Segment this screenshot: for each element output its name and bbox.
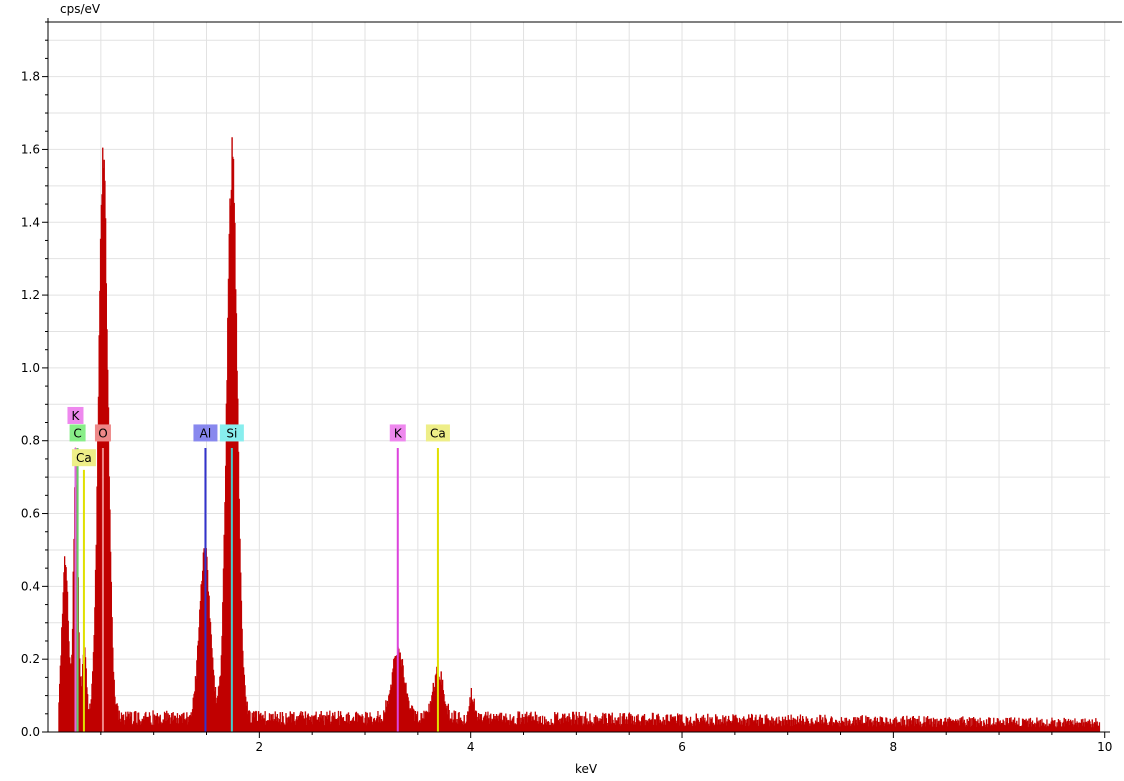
element-label-box <box>67 406 84 424</box>
x-tick-label: 4 <box>467 740 475 754</box>
element-label-text: Si <box>226 426 237 440</box>
element-label-text: Ca <box>76 451 92 465</box>
element-label-ca: Ca <box>425 424 450 442</box>
y-tick-label: 0.6 <box>21 507 40 521</box>
element-label-box <box>425 424 450 442</box>
y-tick-label: 1.0 <box>21 361 40 375</box>
y-tick-label: 0.0 <box>21 725 40 739</box>
element-label-box <box>71 449 96 467</box>
x-axis-label: keV <box>575 762 598 776</box>
x-tick-label: 6 <box>678 740 686 754</box>
y-tick-label: 1.6 <box>21 142 40 156</box>
element-label-text: C <box>73 426 81 440</box>
spectrum <box>58 137 1101 733</box>
y-tick-label: 1.2 <box>21 288 40 302</box>
y-tick-label: 1.4 <box>21 215 40 229</box>
element-label-text: K <box>394 426 403 440</box>
y-tick-label: 0.4 <box>21 579 40 593</box>
element-label-c: C <box>69 424 86 442</box>
element-label-k: K <box>67 406 84 424</box>
element-label-text: Ca <box>430 426 446 440</box>
x-tick-label: 8 <box>890 740 898 754</box>
element-label-box <box>193 424 218 442</box>
x-tick-label: 2 <box>256 740 264 754</box>
element-label-o: O <box>94 424 111 442</box>
element-label-text: O <box>98 426 107 440</box>
element-label-k: K <box>389 424 406 442</box>
element-label-box <box>389 424 406 442</box>
y-tick-label: 0.8 <box>21 434 40 448</box>
axes: cps/eV keV 0.0 0.2 0.4 0.6 0.8 1.0 1.2 1.4 1.6 1.… <box>21 2 1122 776</box>
x-tick-label: 10 <box>1097 740 1112 754</box>
spectrum-fill <box>58 137 1101 733</box>
y-tick-label: 1.8 <box>21 70 40 84</box>
element-label-box <box>69 424 86 442</box>
element-label-text: Al <box>200 426 212 440</box>
grid <box>48 22 1110 732</box>
element-label-si: Si <box>219 424 244 442</box>
element-label-box <box>94 424 111 442</box>
y-axis-label: cps/eV <box>60 2 101 16</box>
element-label-text: K <box>72 409 81 423</box>
y-tick-label: 0.2 <box>21 652 40 666</box>
element-label-al: Al <box>193 424 218 442</box>
element-label-ca: Ca <box>71 449 96 467</box>
element-label-box <box>219 424 244 442</box>
